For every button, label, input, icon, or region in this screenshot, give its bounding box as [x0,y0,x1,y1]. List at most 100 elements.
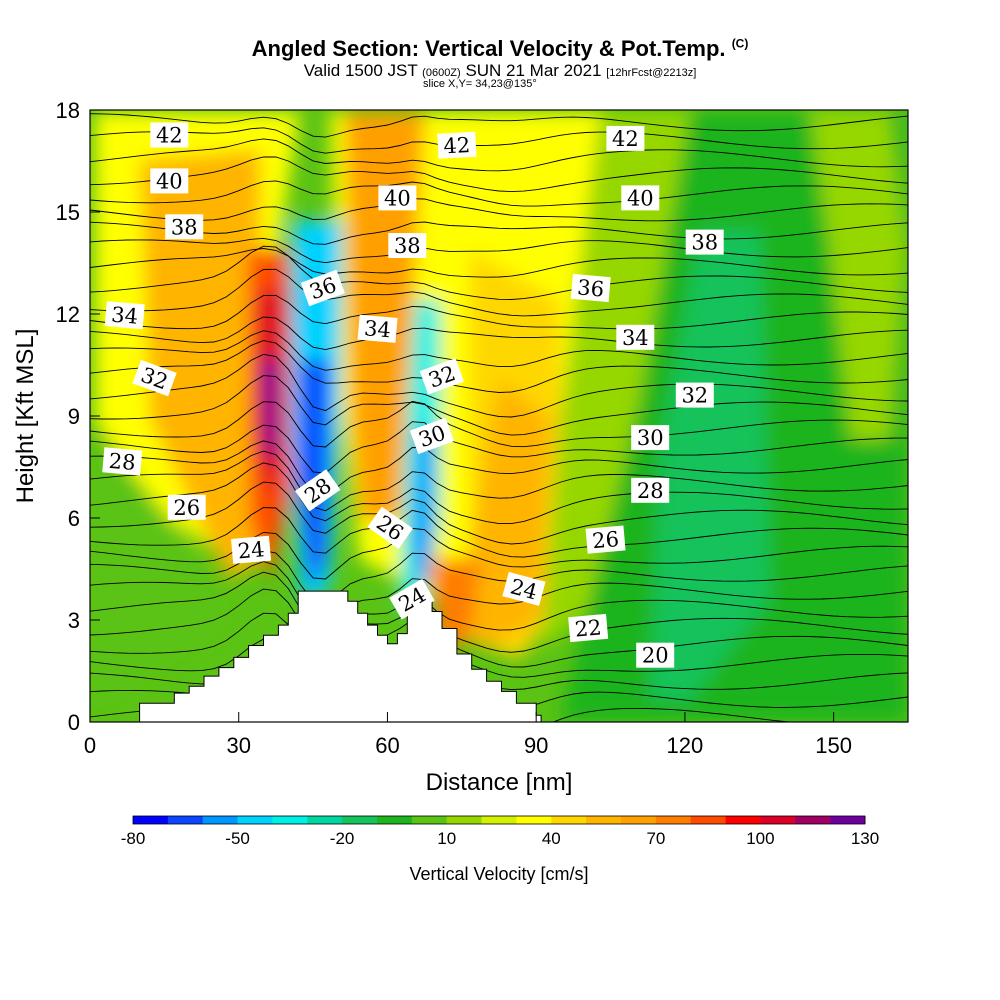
theta-label-bg [606,125,645,151]
theta-label: 42 [150,122,189,148]
y-tick-label: 15 [56,200,80,225]
colorbar-swatch [795,816,831,824]
theta-label-text: 40 [627,186,654,210]
theta-contour-line [90,481,908,545]
colorbar-swatch [446,816,483,824]
theta-label: 42 [606,125,645,151]
theta-label: 34 [357,314,398,343]
theta-label-bg [568,613,609,643]
theta-label-text: 42 [612,127,639,151]
theta-label: 40 [621,185,660,211]
x-tick-label: 0 [84,733,96,758]
theta-contour-line [90,450,908,512]
colorbar-swatch [237,816,273,824]
theta-label: 42 [437,131,477,159]
vv-region-green-left [92,420,230,710]
colorbar-swatch [133,816,169,824]
theta-contour-line [90,561,908,622]
y-tick-label: 6 [68,506,80,531]
theta-label-text: 34 [363,316,392,342]
theta-label: 34 [104,301,145,330]
theta-label-bg [685,229,724,255]
theta-contour-line [90,248,908,278]
theta-contour-line [90,571,908,632]
x-tick-label: 30 [226,733,250,758]
theta-label: 38 [685,229,724,255]
x-axis: 0 30 60 90 120 150 [84,712,852,758]
theta-contour-line [90,127,908,154]
theta-label-text: 30 [637,426,664,450]
y-tick-label: 9 [68,404,80,429]
theta-contour-line [90,198,908,222]
theta-label: 28 [631,477,670,503]
colorbar-title: Vertical Velocity [cm/s] [409,864,588,884]
valid-utc: (0600Z) [422,67,461,79]
theta-contour-line [90,588,908,653]
theta-label-bg [621,185,660,211]
theta-contour-line [90,138,908,172]
terrain-profile [139,590,542,723]
theta-label-bg [102,447,143,476]
theta-contour-line [90,353,908,418]
colorbar-swatch [760,816,796,824]
theta-label-text: 38 [394,234,421,258]
theta-label-text: 38 [171,215,198,239]
theta-label-text: 24 [237,537,266,563]
theta-contour-line [90,635,908,686]
theta-label-bg [631,477,670,503]
theta-label-bg [367,506,413,549]
x-axis-label: Distance [nm] [426,769,573,796]
theta-label-bg [502,571,546,606]
theta-label-bg [570,273,611,303]
theta-label: 36 [570,273,611,303]
colorbar-swatch [307,816,343,824]
colorbar-swatch [551,816,587,824]
theta-label-bg [357,314,398,343]
theta-label: 40 [150,168,189,194]
theta-label-bg [300,269,345,307]
theta-label-text: 28 [637,479,664,503]
theta-label-text: 26 [591,527,620,553]
colorbar-tick-label: 100 [746,829,774,848]
colorbar-swatch [167,816,204,824]
theta-label-bg [616,324,655,350]
theta-label: 32 [675,382,714,408]
theta-contour-line [90,180,908,207]
theta-label: 40 [378,185,417,211]
theta-label-text: 38 [691,231,718,255]
x-tick-label: 150 [815,733,852,758]
theta-contour-line [90,113,908,138]
x-tick-label: 120 [667,733,704,758]
theta-contour-line [90,268,908,317]
theta-label-text: 34 [110,303,139,329]
theta-contour-line [90,316,908,351]
theta-label-bg [150,168,189,194]
chart-subtitle: Valid 1500 JST (0600Z) SUN 21 Mar 2021 [… [0,61,1000,81]
x-tick-label: 90 [524,733,548,758]
theta-label: 24 [231,535,272,564]
theta-label-bg [389,578,435,620]
vv-region-darkgreen-east [650,230,770,700]
chart-title-text: Angled Section: Vertical Velocity & Pot.… [251,36,726,61]
colorbar-swatch [202,816,239,824]
colorbar-swatch [481,816,517,824]
colorbar-tick-label: -80 [121,829,146,848]
y-tick-label: 18 [56,98,80,123]
colorbar-tick-label: -20 [330,829,355,848]
theta-label-bg [132,359,177,397]
theta-label: 22 [568,613,609,643]
colorbar-swatch [411,816,448,824]
colorbar-swatch [272,816,308,824]
y-axis: 0 3 6 9 12 15 18 [56,98,100,735]
theta-contour-line [90,462,908,525]
theta-contour-line [90,221,908,245]
theta-label: 28 [102,447,143,476]
theta-label: 34 [616,324,655,350]
colorbar-tick-label: 40 [542,829,561,848]
theta-label: 38 [165,214,204,240]
theta-contour-line [90,330,908,371]
colorbar: -80 -50 -20 10 40 70 100 130 [121,815,879,848]
colorbar-tick-label: -50 [225,829,250,848]
